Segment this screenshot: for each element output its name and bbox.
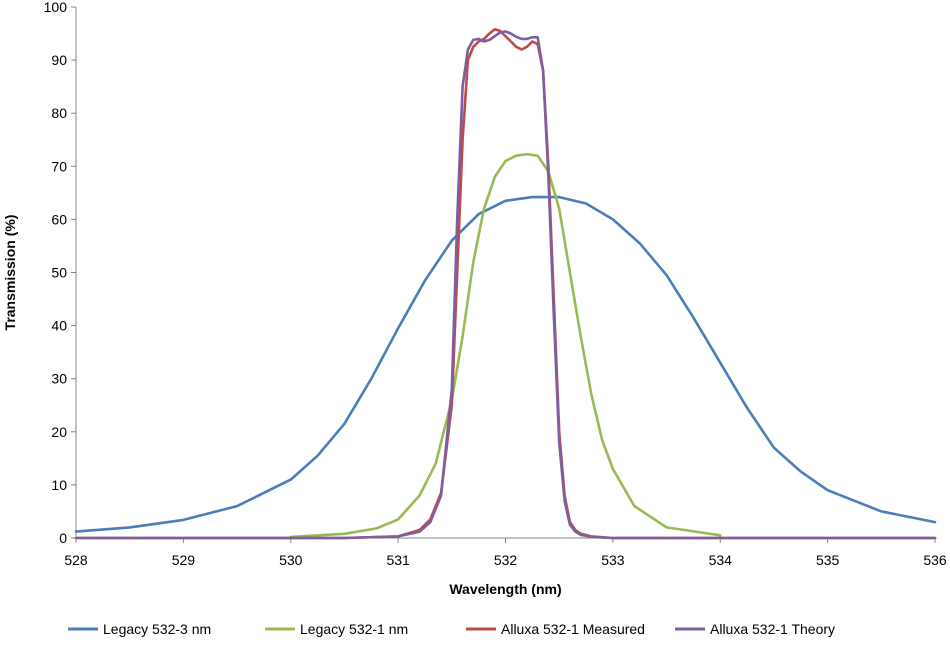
y-tick-label: 90 (51, 52, 67, 68)
y-tick-label: 20 (51, 424, 67, 440)
x-tick-label: 530 (279, 552, 303, 568)
y-tick-label: 0 (59, 530, 67, 546)
x-tick-label: 536 (923, 552, 947, 568)
series-line-4 (74, 30, 937, 540)
x-axis-title: Wavelength (nm) (449, 581, 561, 597)
y-tick-label: 70 (51, 158, 67, 174)
chart-axes: 0 10 20 30 40 50 60 70 80 90 100 528 529 530 531 532 533… (44, 0, 947, 568)
x-tick-label: 534 (709, 552, 733, 568)
x-tick-label: 529 (172, 552, 196, 568)
x-tick-label: 533 (601, 552, 625, 568)
y-tick-label: 60 (51, 211, 67, 227)
y-tick-label: 10 (51, 477, 67, 493)
y-tick-label: 30 (51, 371, 67, 387)
legend-label: Legacy 532-1 nm (300, 621, 408, 637)
y-axis-title: Transmission (%) (2, 215, 18, 331)
legend-label: Alluxa 532-1 Theory (710, 621, 835, 637)
x-tick-label: 535 (816, 552, 840, 568)
series-line-1 (74, 195, 937, 533)
series-line-3 (74, 28, 937, 540)
y-tick-label: 80 (51, 105, 67, 121)
x-tick-label: 528 (64, 552, 88, 568)
legend-label: Alluxa 532-1 Measured (501, 621, 645, 637)
y-tick-label: 40 (51, 318, 67, 334)
x-tick-label: 531 (386, 552, 410, 568)
series-layer (74, 28, 937, 540)
series-line-2 (289, 152, 722, 539)
y-tick-label: 100 (44, 0, 68, 15)
x-tick-label: 532 (494, 552, 518, 568)
y-tick-label: 50 (51, 265, 67, 281)
legend-label: Legacy 532-3 nm (103, 621, 211, 637)
chart-legend: Legacy 532-3 nm Legacy 532-1 nm Alluxa 532… (68, 621, 835, 637)
